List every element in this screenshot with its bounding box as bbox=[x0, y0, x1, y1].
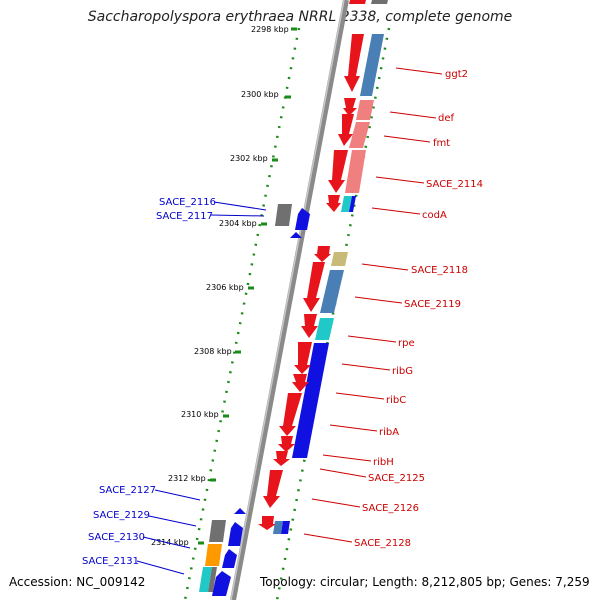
gene-label-ribc: ribC bbox=[386, 395, 406, 406]
ruler-label: 2306 kbp bbox=[206, 283, 244, 292]
map-title: Saccharopolyspora erythraea NRRL 2338, c… bbox=[87, 9, 513, 25]
gene-label-rpe: rpe bbox=[398, 338, 415, 349]
gene-label-sace-2118: SACE_2118 bbox=[411, 265, 468, 276]
gene-label-sace-2127: SACE_2127 bbox=[99, 485, 156, 496]
ruler-label: 2308 kbp bbox=[194, 347, 232, 356]
gene-label-sace-2131: SACE_2131 bbox=[82, 556, 139, 567]
cog-track-right bbox=[273, 0, 388, 534]
cog-box bbox=[208, 567, 217, 592]
ruler-label: 2312 kbp bbox=[168, 474, 206, 483]
gene-arrow bbox=[344, 34, 364, 92]
gene-arrow bbox=[301, 314, 318, 338]
ruler-ticks bbox=[198, 27, 297, 545]
cog-box bbox=[315, 318, 334, 340]
topology-text: Topology: circular; Length: 8,212,805 bp… bbox=[260, 575, 590, 589]
gene-arrow bbox=[278, 436, 295, 452]
ruler-labels: 2298 kbp 2300 kbp 2302 kbp 2304 kbp 2306… bbox=[151, 25, 289, 547]
left-gene-labels: SACE_2116 SACE_2117 SACE_2127 SACE_2129 … bbox=[82, 197, 216, 567]
gene-arrow bbox=[326, 195, 341, 212]
gene-label-sace-2114: SACE_2114 bbox=[426, 179, 483, 190]
gene-label-def: def bbox=[438, 113, 455, 124]
gene-arrow bbox=[258, 516, 276, 530]
gene-arrow bbox=[294, 342, 312, 374]
cog-box bbox=[209, 520, 226, 542]
cog-box bbox=[345, 150, 366, 193]
gene-arrow bbox=[234, 508, 246, 514]
gene-label-sace-2126: SACE_2126 bbox=[362, 503, 419, 514]
ruler-label: 2314 kbp bbox=[151, 538, 189, 547]
gene-arrow bbox=[303, 262, 325, 312]
cog-box bbox=[199, 567, 212, 592]
gene-label-sace-2130: SACE_2130 bbox=[88, 532, 145, 543]
cog-box bbox=[349, 196, 356, 212]
forward-genes bbox=[258, 0, 366, 530]
cog-box bbox=[281, 521, 290, 534]
ruler-label: 2300 kbp bbox=[241, 90, 279, 99]
right-gene-labels: ggt2 def fmt SACE_2114 codA SACE_2118 SA… bbox=[354, 69, 483, 549]
gene-label-sace-2125: SACE_2125 bbox=[368, 473, 425, 484]
gene-label-fmt: fmt bbox=[433, 138, 450, 149]
ruler-label: 2302 kbp bbox=[230, 154, 268, 163]
gene-label-ggt2: ggt2 bbox=[445, 69, 468, 80]
cog-box bbox=[320, 270, 344, 313]
gene-arrow bbox=[314, 246, 331, 262]
gene-arrow bbox=[349, 0, 366, 4]
gene-arrow bbox=[212, 571, 231, 596]
reverse-genes bbox=[199, 204, 310, 596]
gene-label-sace-2129: SACE_2129 bbox=[93, 510, 150, 521]
gene-arrow bbox=[273, 451, 290, 466]
gene-label-sace-2119: SACE_2119 bbox=[404, 299, 461, 310]
left-dotted-track bbox=[183, 27, 301, 600]
gene-arrow bbox=[263, 470, 283, 508]
gene-label-coda: codA bbox=[422, 210, 447, 221]
gene-label-riba: ribA bbox=[379, 427, 399, 438]
right-leader-lines bbox=[303, 67, 443, 543]
cog-box bbox=[356, 100, 374, 120]
cog-box bbox=[205, 544, 222, 566]
gene-arrow bbox=[290, 232, 302, 238]
gene-arrow bbox=[228, 522, 243, 546]
gene-arrow bbox=[295, 208, 310, 230]
gene-arrow bbox=[338, 114, 354, 146]
right-dotted-track bbox=[275, 27, 391, 600]
gene-arrow bbox=[279, 393, 302, 436]
gene-label-ribh: ribH bbox=[373, 457, 394, 468]
cog-box bbox=[292, 343, 329, 458]
gene-arrow bbox=[343, 98, 357, 116]
gene-label-sace-2117: SACE_2117 bbox=[156, 211, 213, 222]
left-leader-lines bbox=[136, 201, 267, 575]
gene-label-ribg: ribG bbox=[392, 366, 413, 377]
accession-text: Accession: NC_009142 bbox=[9, 575, 146, 589]
cog-box bbox=[341, 196, 352, 212]
ruler-label: 2304 kbp bbox=[219, 219, 257, 228]
cog-box bbox=[349, 122, 370, 148]
cog-box bbox=[275, 204, 292, 226]
ruler-label: 2310 kbp bbox=[181, 410, 219, 419]
genome-backbone-highlight bbox=[230, 0, 345, 600]
cog-box bbox=[360, 34, 384, 96]
gene-arrow bbox=[222, 549, 237, 568]
gene-label-sace-2128: SACE_2128 bbox=[354, 538, 411, 549]
cog-box bbox=[331, 252, 348, 266]
gene-arrow bbox=[328, 150, 348, 193]
genome-backbone bbox=[230, 0, 349, 600]
gene-label-sace-2116: SACE_2116 bbox=[159, 197, 216, 208]
gene-arrow bbox=[292, 374, 309, 392]
ruler-label: 2298 kbp bbox=[251, 25, 289, 34]
cog-box bbox=[371, 0, 388, 4]
